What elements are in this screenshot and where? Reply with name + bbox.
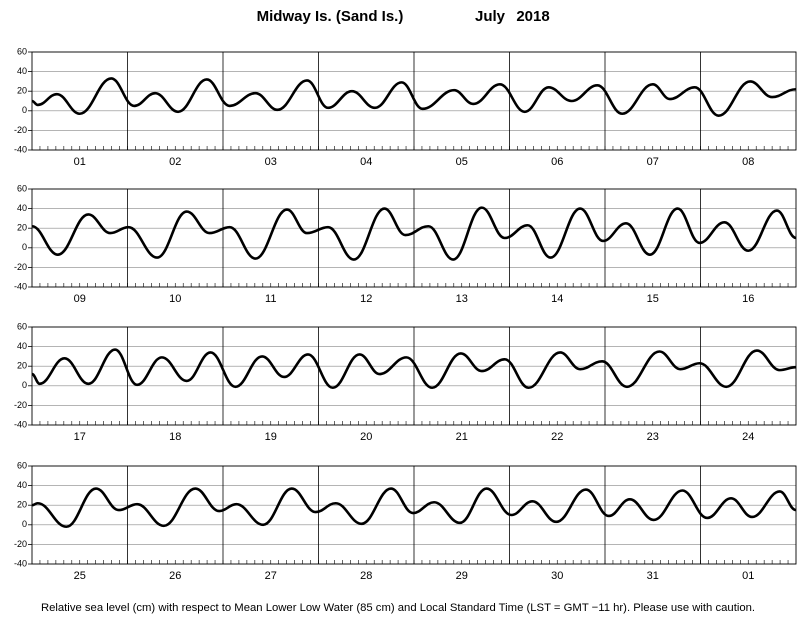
x-tick-label: 23 <box>647 431 659 443</box>
x-tick-label: 01 <box>74 156 86 168</box>
x-tick-label: 18 <box>169 431 181 443</box>
x-tick-label: 06 <box>551 156 563 168</box>
x-tick-label: 13 <box>456 293 468 305</box>
y-tick-label: -40 <box>14 558 27 568</box>
x-tick-label: 31 <box>647 570 659 582</box>
x-tick-label: 05 <box>456 156 468 168</box>
x-tick-label: 10 <box>169 293 181 305</box>
x-tick-label: 09 <box>74 293 86 305</box>
x-tick-label: 30 <box>551 570 563 582</box>
y-tick-label: 20 <box>17 500 27 510</box>
y-tick-label: 40 <box>17 203 27 213</box>
x-tick-label: 25 <box>74 570 86 582</box>
y-tick-label: 20 <box>17 223 27 233</box>
x-tick-label: 14 <box>551 293 563 305</box>
x-tick-label: 03 <box>265 156 277 168</box>
x-tick-label: 16 <box>742 293 754 305</box>
x-tick-label: 02 <box>169 156 181 168</box>
y-tick-label: 60 <box>17 321 27 331</box>
tide-line <box>31 487 797 529</box>
x-tick-label: 12 <box>360 293 372 305</box>
y-tick-label: 40 <box>17 66 27 76</box>
tide-line <box>31 348 797 390</box>
x-tick-label: 24 <box>742 431 754 443</box>
x-tick-label: 22 <box>551 431 563 443</box>
y-tick-label: 0 <box>22 242 27 252</box>
y-tick-label: 20 <box>17 361 27 371</box>
y-tick-label: 0 <box>22 519 27 529</box>
x-tick-label: 17 <box>74 431 86 443</box>
tide-line <box>31 77 797 117</box>
y-tick-label: -20 <box>14 262 27 272</box>
x-tick-label: 27 <box>265 570 277 582</box>
y-tick-label: -40 <box>14 144 27 154</box>
x-tick-label: 19 <box>265 431 277 443</box>
y-tick-label: 60 <box>17 460 27 470</box>
plot-frame <box>31 326 797 426</box>
y-tick-label: -40 <box>14 281 27 291</box>
y-tick-label: 60 <box>17 46 27 56</box>
y-tick-label: 40 <box>17 480 27 490</box>
month: July <box>475 8 506 25</box>
chart-title: Midway Is. (Sand Is.) <box>257 8 404 25</box>
plot-frame <box>31 465 797 565</box>
y-tick-label: 40 <box>17 341 27 351</box>
y-tick-label: 20 <box>17 86 27 96</box>
y-tick-label: -20 <box>14 125 27 135</box>
y-tick-label: 0 <box>22 380 27 390</box>
footnote: Relative sea level (cm) with respect to … <box>41 602 755 614</box>
x-tick-label: 07 <box>647 156 659 168</box>
x-tick-label: 29 <box>456 570 468 582</box>
x-tick-label: 20 <box>360 431 372 443</box>
x-tick-label: 04 <box>360 156 372 168</box>
x-tick-label: 26 <box>169 570 181 582</box>
x-tick-label: 28 <box>360 570 372 582</box>
x-tick-label: 01 <box>742 570 754 582</box>
x-tick-label: 08 <box>742 156 754 168</box>
x-tick-label: 21 <box>456 431 468 443</box>
x-tick-label: 11 <box>265 293 276 305</box>
y-tick-label: -20 <box>14 400 27 410</box>
y-tick-label: -40 <box>14 419 27 429</box>
x-tick-label: 15 <box>647 293 659 305</box>
tide-line <box>31 206 797 261</box>
y-tick-label: 0 <box>22 105 27 115</box>
y-tick-label: 60 <box>17 183 27 193</box>
y-tick-label: -20 <box>14 539 27 549</box>
year: 2018 <box>516 8 549 25</box>
